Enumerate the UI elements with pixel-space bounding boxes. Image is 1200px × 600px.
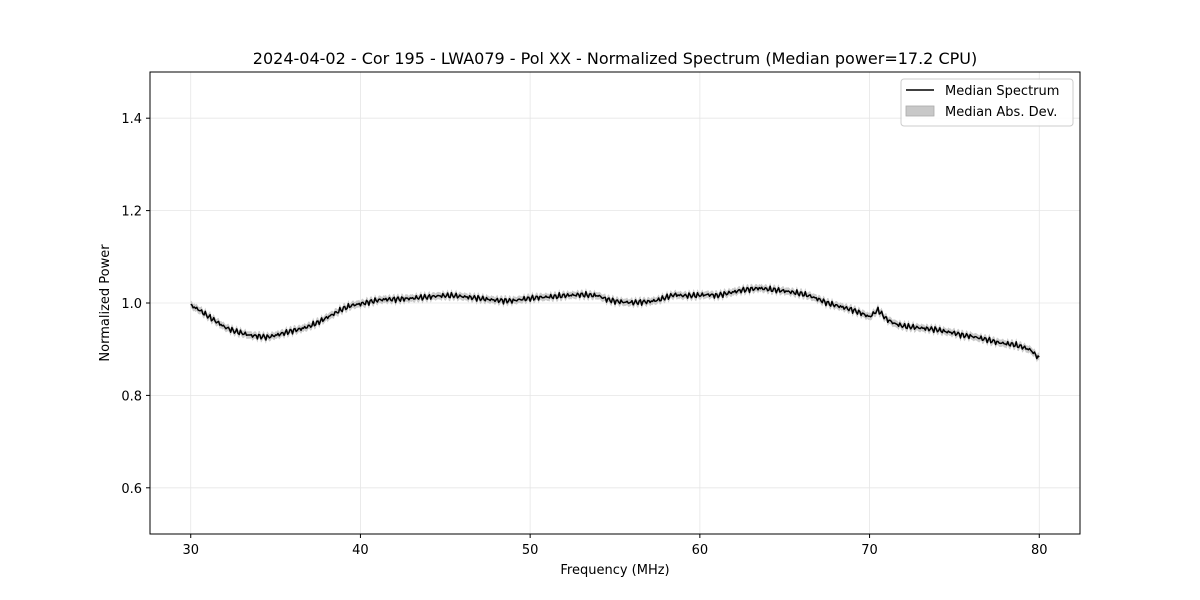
x-tick-label-2: 50 — [522, 543, 539, 558]
y-axis-label: Normalized Power — [98, 244, 113, 362]
y-tick-label-1: 0.8 — [121, 389, 142, 404]
x-tick-label-5: 80 — [1031, 543, 1048, 558]
y-tick-label-2: 1.0 — [121, 297, 142, 312]
x-axis-label: Frequency (MHz) — [560, 563, 669, 578]
y-tick-label-0: 0.6 — [121, 482, 142, 497]
y-tick-label-4: 1.4 — [121, 112, 142, 127]
legend-box — [900, 78, 1074, 127]
legend: Median Spectrum Median Abs. Dev. — [900, 78, 1074, 127]
legend-mad-swatch — [905, 105, 935, 117]
x-tick-label-3: 60 — [692, 543, 709, 558]
legend-mad-label: Median Abs. Dev. — [945, 105, 1057, 120]
tick-layer: 30 40 50 60 70 80 0.6 0.8 1.0 1.2 1.4 — [121, 112, 1047, 558]
chart-title: 2024-04-02 - Cor 195 - LWA079 - Pol XX -… — [253, 49, 977, 68]
x-tick-label-1: 40 — [352, 543, 369, 558]
x-tick-label-0: 30 — [182, 543, 199, 558]
legend-median-spectrum-label: Median Spectrum — [945, 84, 1059, 99]
y-tick-label-3: 1.2 — [121, 205, 142, 220]
median-spectrum-line — [190, 285, 1040, 360]
x-tick-label-4: 70 — [861, 543, 878, 558]
median-line-layer — [190, 285, 1040, 360]
